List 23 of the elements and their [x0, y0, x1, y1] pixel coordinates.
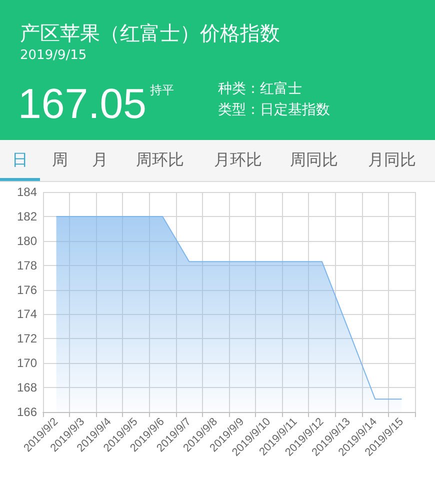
y-tick-label: 166	[16, 405, 38, 419]
text: 种类：红富士	[218, 80, 302, 98]
y-tick-label: 176	[16, 282, 38, 297]
y-tick-label: 180	[16, 234, 38, 248]
text: 周环比	[136, 150, 184, 171]
text: 日	[12, 150, 28, 171]
chart-subtitle: 2019/9/15	[20, 48, 87, 63]
text: 周同比	[290, 150, 338, 171]
y-tick-label: 172	[16, 332, 38, 346]
y-tick-label: 170	[16, 356, 38, 370]
y-tick-label: 184	[16, 185, 38, 199]
text: 167.05	[18, 80, 146, 128]
text: 持平	[150, 82, 174, 99]
chart-title: 产区苹果（红富士）价格指数	[20, 20, 280, 47]
text: 月环比	[214, 150, 262, 171]
text: 月	[92, 150, 108, 171]
y-tick-label: 182	[16, 209, 38, 224]
text: 类型：日定基指数	[218, 101, 330, 119]
y-tick-label: 168	[16, 380, 38, 395]
text: 月同比	[368, 150, 416, 171]
y-tick-label: 178	[16, 258, 38, 272]
y-tick-label: 174	[16, 307, 38, 322]
text: 周	[52, 150, 68, 171]
